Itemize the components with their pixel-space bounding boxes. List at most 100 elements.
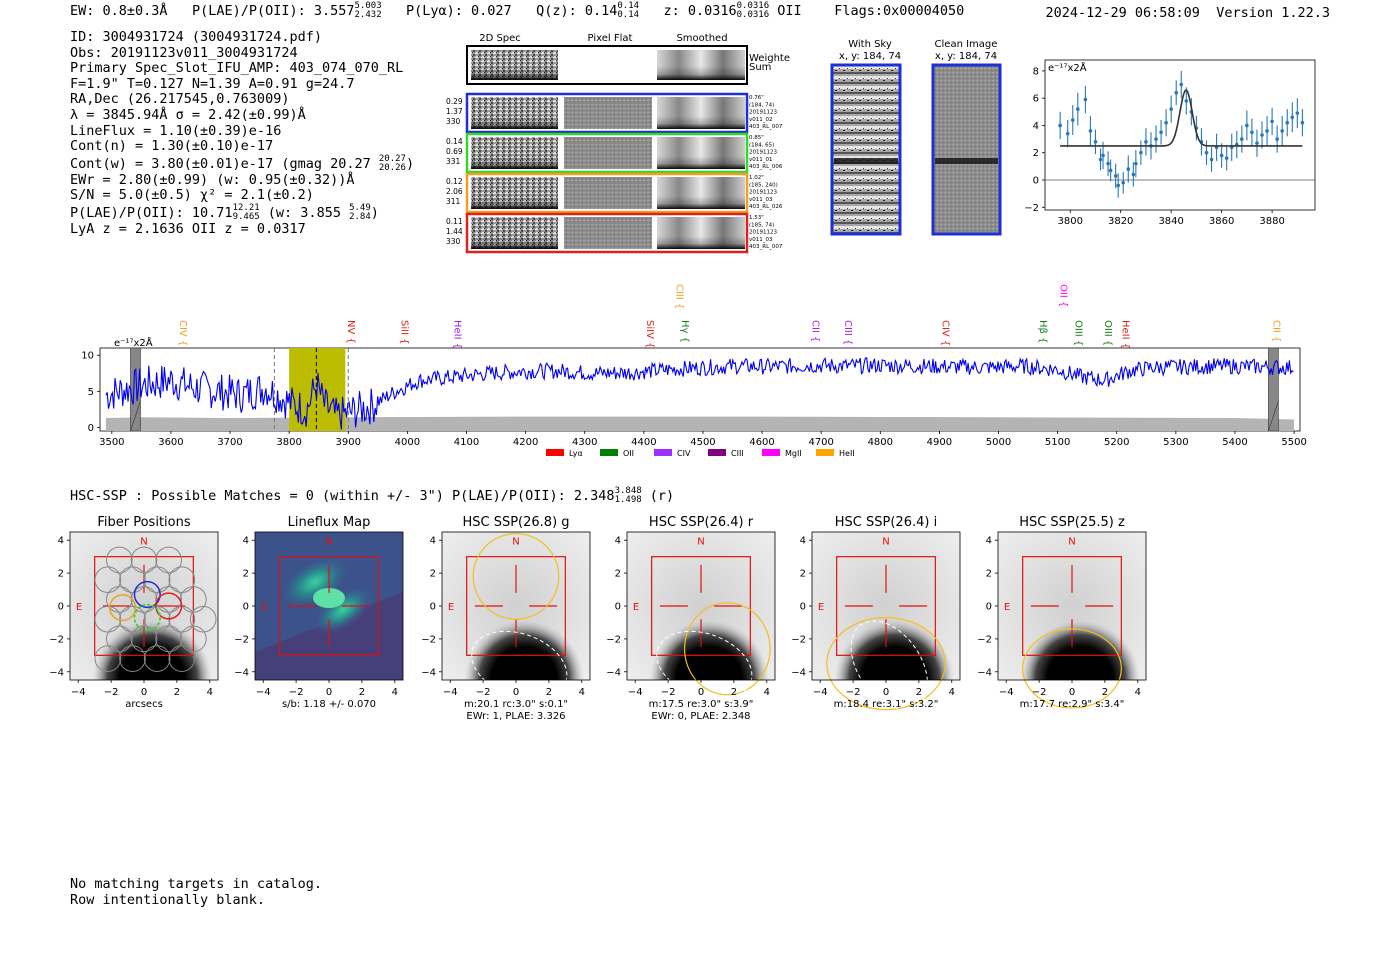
y-tick-label: 4 (800, 536, 806, 547)
legend-label: CIV (677, 449, 691, 458)
bright-star (92, 620, 213, 680)
fiber-row-meta: 20191123 (749, 230, 777, 236)
spec-x-tick-label: 4200 (513, 437, 538, 448)
fiber-row-meta: 1.53" (749, 215, 764, 221)
aperture-box (466, 556, 566, 656)
zoom-point (1240, 137, 1244, 141)
weighted-sum-row: Weighted Sum (466, 45, 790, 85)
zoom-point (1154, 137, 1158, 141)
bright-star (649, 620, 770, 680)
north-label: N (697, 536, 704, 547)
y-tick-label: 2 (986, 569, 992, 580)
fiber-circle (133, 603, 162, 632)
east-label: E (633, 602, 639, 613)
fiber-row-meta: 20191123 (749, 110, 777, 116)
x-tick-label: 2 (916, 687, 922, 698)
detection-id: ID: 3004931724 (3004931724.pdf) (70, 29, 322, 45)
fiber-row-stat: 2.06 (446, 187, 463, 196)
x-tick-label: −4 (628, 687, 643, 698)
line-marker: HeII { (452, 320, 463, 349)
zoom-point (1131, 172, 1136, 177)
zoom-point (1204, 150, 1209, 155)
fiber-circle (130, 546, 158, 574)
line-label: CIII { (842, 320, 853, 345)
x-tick-label: −4 (813, 687, 828, 698)
aperture-box (94, 556, 194, 656)
fiber-circle (94, 605, 122, 633)
spec-y-ticks: 0 5 10 (81, 351, 100, 434)
fiber-circle (119, 566, 146, 594)
spec-x-tick-label: 3900 (336, 437, 361, 448)
zoom-point (1275, 137, 1279, 141)
line-marker: CIII { (673, 284, 684, 309)
zoom-y-tick-label: 0 (1033, 176, 1039, 187)
fiber-circle (155, 586, 182, 613)
fiber-row-stat: 330 (446, 237, 461, 246)
legend-swatch (816, 449, 834, 456)
y-tick-label: 0 (986, 602, 992, 613)
fiber-circle (155, 546, 182, 574)
qz-value: 0.14 (584, 3, 618, 19)
fiber-circle (106, 546, 133, 574)
col-smoothed: Smoothed (676, 33, 727, 44)
fiber-row-stat: 0.14 (446, 137, 463, 146)
y-tick-label: −4 (606, 667, 621, 678)
with-sky-title: With Sky (848, 39, 892, 50)
line-marker: SiIV { (644, 320, 655, 348)
zoom-y-tick-label: 8 (1033, 66, 1039, 77)
line-marker: CIV { (939, 320, 950, 346)
plya-value: P(Lyα): 0.027 (406, 3, 512, 19)
fiber-row-stat: 311 (446, 197, 461, 206)
zoom-y-tick-label: −2 (1024, 203, 1039, 214)
x-tick-label: −2 (104, 687, 119, 698)
spec-y-tick-label: 0 (88, 423, 94, 434)
x-tick-label: −2 (1032, 687, 1047, 698)
z-lo: 0.0316 (736, 10, 770, 20)
y-tick-label: 2 (58, 569, 64, 580)
east-label: E (448, 602, 454, 613)
fiber-row-meta: (184, 74) (749, 102, 774, 108)
spec-unit: e⁻¹⁷x2Å (114, 336, 153, 349)
zoom-point (1260, 133, 1264, 137)
bright-star (464, 620, 585, 680)
zoom-point (1093, 140, 1098, 144)
x-tick-label: 4 (207, 687, 213, 698)
aperture-ellipse (683, 602, 771, 696)
zoom-point (1070, 118, 1075, 122)
zoom-point (1270, 119, 1274, 124)
spectrum-line (105, 356, 1294, 430)
cont-n: Cont(n) = 1.30(±0.10)e-17 (70, 138, 274, 155)
y-tick-label: −4 (234, 667, 249, 678)
zoom-point (1108, 168, 1113, 173)
x-tick-label: 0 (326, 687, 332, 698)
line-label: Hγ { (679, 320, 690, 343)
spec-y-tick-label: 10 (81, 351, 94, 362)
y-tick-label: −4 (791, 667, 806, 678)
fiber-circle (119, 605, 146, 633)
bright-star (1020, 620, 1141, 680)
panel-title: HSC SSP(26.8) g (462, 515, 569, 530)
fiber-circle (119, 645, 146, 672)
fit-params: F=1.9" T=0.127 N=1.39 A=0.91 g=24.7 (70, 75, 355, 92)
zoom-point (1280, 129, 1284, 133)
fiber-row-meta: v011_02 (749, 117, 773, 123)
line-marker: Hγ { (679, 320, 690, 343)
legend-swatch (546, 449, 564, 456)
y-tick-label: −2 (421, 634, 436, 645)
masked-region (130, 347, 141, 432)
y-tick-label: −2 (977, 634, 992, 645)
y-tick-label: 2 (615, 569, 621, 580)
zoom-point (1219, 153, 1224, 158)
y-tick-label: −2 (234, 634, 249, 645)
cont-w: Cont(w) = 3.80(±0.01)e-17 (gmag 20.27 20… (70, 153, 415, 173)
zoom-point (1076, 107, 1080, 111)
east-label: E (76, 602, 82, 613)
fiber-row-meta: v011_03 (749, 197, 773, 203)
zoom-point (1098, 157, 1103, 162)
panel-caption-2: EWr: 1, PLAE: 3.326 (466, 711, 565, 722)
clean-xy: x, y: 184, 74 (935, 51, 997, 62)
lambda-sigma: λ = 3845.94Å σ = 2.42(±0.99)Å (70, 106, 306, 123)
